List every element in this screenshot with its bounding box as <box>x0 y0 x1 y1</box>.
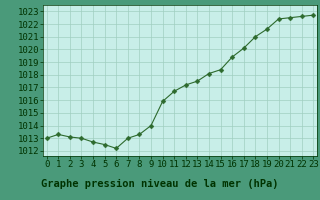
Text: Graphe pression niveau de la mer (hPa): Graphe pression niveau de la mer (hPa) <box>41 179 279 189</box>
